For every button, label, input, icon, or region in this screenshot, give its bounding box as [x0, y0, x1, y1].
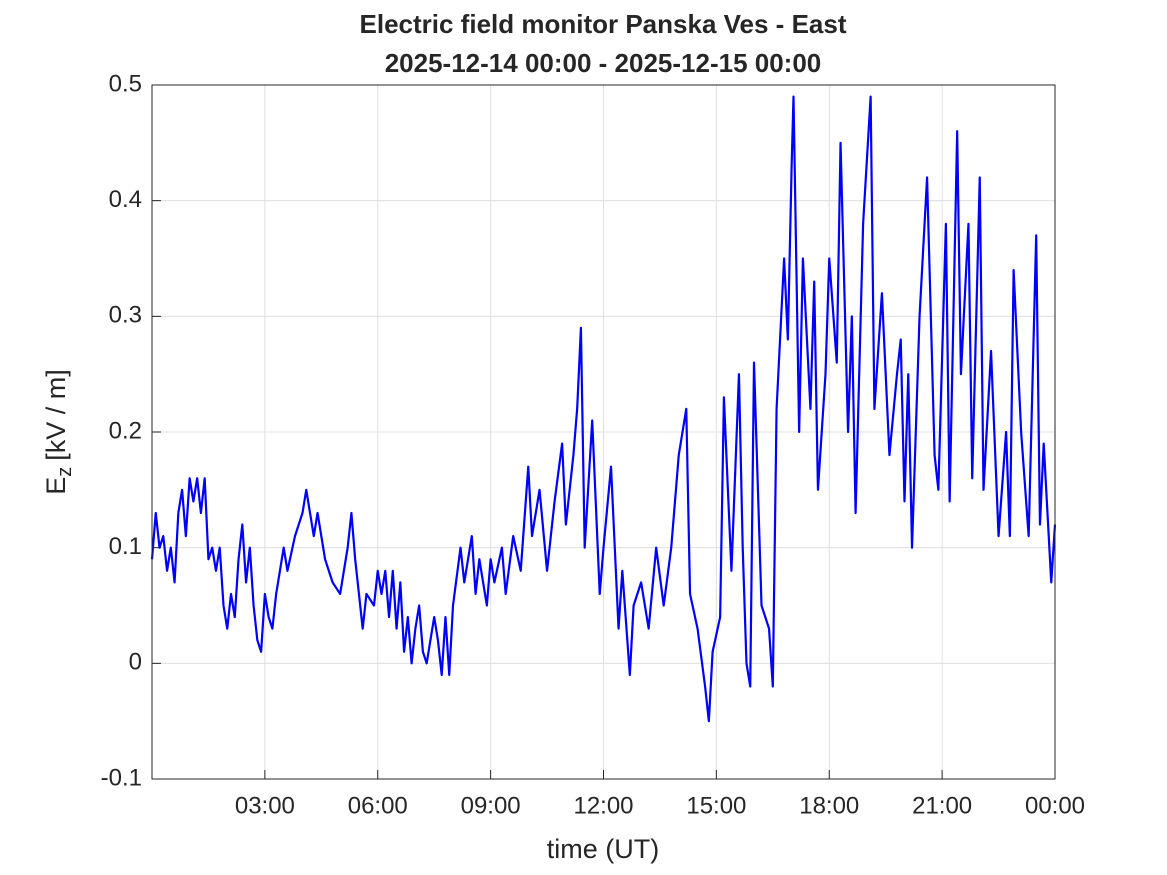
x-tick-label: 09:00 [461, 792, 521, 819]
axes-box [151, 84, 1056, 780]
x-tick-label: 21:00 [912, 792, 972, 819]
x-tick-label: 12:00 [573, 792, 633, 819]
x-axis-label: time (UT) [547, 834, 659, 864]
y-tick-label: -0.1 [101, 764, 142, 791]
y-axis-label: Ez [kV / m] [41, 369, 76, 495]
y-axis-symbol: E [41, 477, 71, 495]
x-tick-label: 18:00 [799, 792, 859, 819]
y-axis-unit: [kV / m] [41, 369, 71, 461]
y-tick-label: 0.5 [109, 70, 142, 97]
x-tick-label: 06:00 [348, 792, 408, 819]
x-tick-label: 15:00 [686, 792, 746, 819]
y-tick-label: 0 [129, 649, 142, 676]
y-tick-label: 0.3 [109, 302, 142, 329]
y-axis-subscript: z [54, 467, 76, 477]
chart-subtitle: 2025-12-14 00:00 - 2025-12-15 00:00 [385, 48, 822, 78]
y-tick-label: 0.1 [109, 533, 142, 560]
y-tick-label: 0.4 [109, 186, 142, 213]
x-tick-label: 03:00 [235, 792, 295, 819]
chart-title: Electric field monitor Panska Ves - East [360, 9, 847, 39]
y-tick-label: 0.2 [109, 417, 142, 444]
data-line [150, 95, 1057, 723]
x-tick-label: 00:00 [1025, 792, 1085, 819]
